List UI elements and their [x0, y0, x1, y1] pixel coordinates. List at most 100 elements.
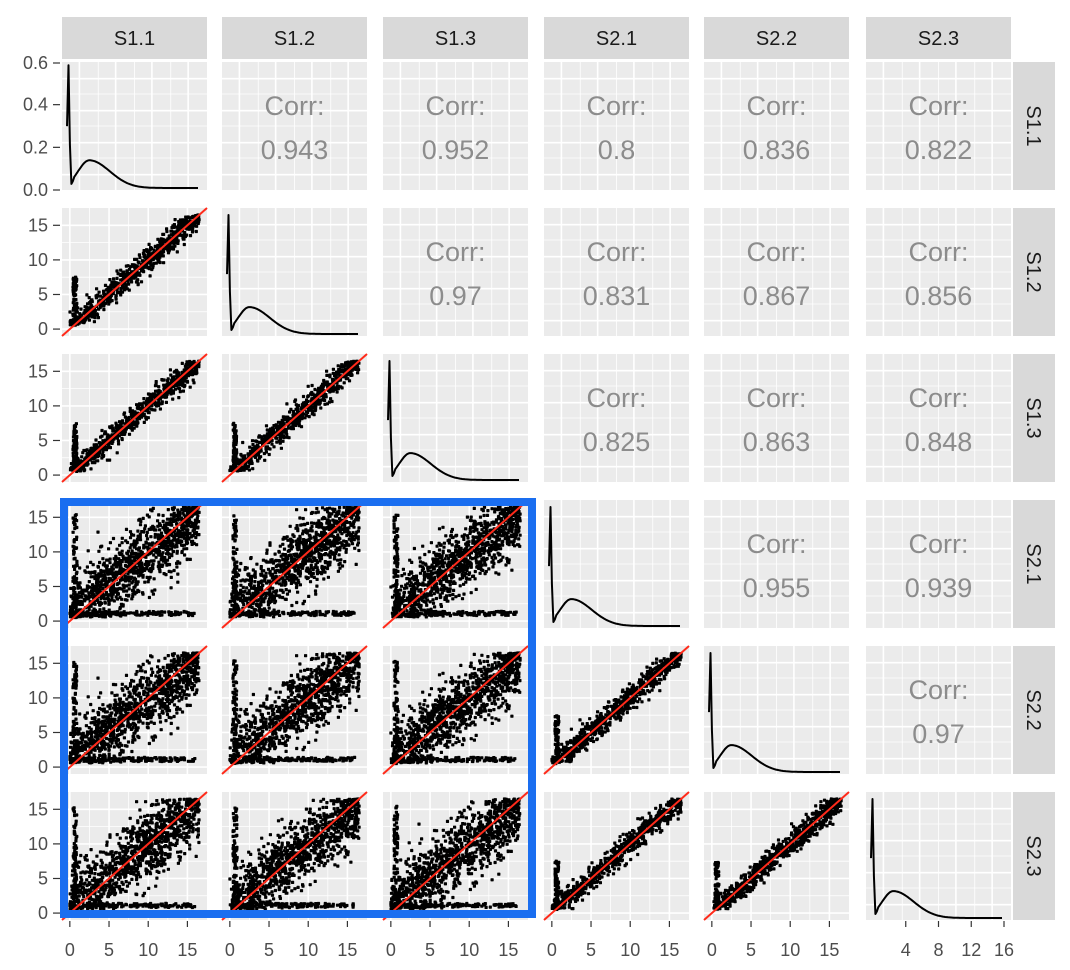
scatter-points [68, 797, 201, 911]
y-tick-label: 10 [28, 542, 48, 562]
corr-label: Corr: [909, 91, 969, 121]
panel-s1-1-s1-2: Corr: 0.943 [222, 62, 367, 190]
panel-s1-1-s1-3: Corr: 0.952 [383, 62, 528, 190]
panel-s2-1-s1-3 [382, 499, 529, 629]
reference-line [61, 207, 208, 337]
corr-value: 0.97 [429, 281, 482, 311]
density-curve [226, 214, 358, 335]
y-tick-label: 0.4 [23, 95, 48, 115]
corr-value: 0.863 [743, 427, 811, 457]
panel-s2-1-s2-3: Corr: 0.939 [866, 500, 1011, 628]
x-tick-label: 12 [961, 940, 981, 960]
reference-line [61, 499, 208, 629]
density-curve [870, 798, 1002, 919]
y-tick-label: 10 [28, 834, 48, 854]
corr-label: Corr: [587, 91, 647, 121]
panel-s2-3-s1-2 [221, 791, 368, 921]
panel-s2-2-s1-2 [221, 645, 368, 775]
strip-top-s2-3 [866, 17, 1011, 59]
corr-value: 0.8 [598, 135, 636, 165]
x-tick-label: 10 [298, 940, 318, 960]
y-tick-label: 0.2 [23, 137, 48, 157]
strip-top-label: S2.1 [596, 28, 637, 50]
x-tick-label: 16 [994, 940, 1014, 960]
panel-s1-3-s2-2: Corr: 0.863 [704, 354, 849, 482]
panel-s2-1-s2-2: Corr: 0.955 [704, 500, 849, 628]
x-tick-label: 5 [586, 940, 596, 960]
x-tick-label: 0 [65, 940, 75, 960]
panel-s1-2-s2-1: Corr: 0.831 [544, 208, 689, 336]
strip-top-s2-1 [544, 17, 689, 59]
strip-right-s1-1 [1013, 62, 1055, 190]
density-curve [548, 506, 680, 627]
reference-line [221, 353, 368, 483]
x-tick-label: 0 [386, 940, 396, 960]
panel-s1-1-s2-1: Corr: 0.8 [544, 62, 689, 190]
corr-value: 0.939 [905, 573, 973, 603]
strip-top-label: S2.3 [918, 28, 959, 50]
x-tick-label: 15 [659, 940, 679, 960]
corr-value: 0.955 [743, 573, 811, 603]
strip-top-s1-2 [222, 17, 367, 59]
x-tick-label: 4 [901, 940, 911, 960]
y-tick-label: 0 [38, 465, 48, 485]
x-tick-label: 15 [498, 940, 518, 960]
strip-right-label: S2.1 [1022, 543, 1044, 584]
panel-s2-1-s2-1 [544, 500, 689, 628]
corr-label: Corr: [747, 383, 807, 413]
y-tick-label: 5 [38, 868, 48, 888]
corr-label: Corr: [265, 91, 325, 121]
x-tick-label: 10 [138, 940, 158, 960]
x-tick-label: 5 [264, 940, 274, 960]
y-tick-label: 0 [38, 611, 48, 631]
corr-value: 0.867 [743, 281, 811, 311]
strip-right-s2-1 [1013, 500, 1055, 628]
panel-grid: Corr:0.943Corr:0.952Corr:0.8Corr:0.836Co… [61, 62, 1011, 921]
panel-s2-2-s1-3 [382, 645, 529, 775]
x-tick-label: 5 [104, 940, 114, 960]
strip-top-label: S1.2 [274, 28, 315, 50]
x-tick-label: 15 [819, 940, 839, 960]
y-tick-label: 10 [28, 250, 48, 270]
x-tick-label: 0 [225, 940, 235, 960]
top-strip-row: S1.1 S1.2 S1.3 S2.1 S2.2 S2.3 [62, 17, 1011, 59]
y-tick-label: 5 [38, 576, 48, 596]
reference-line [221, 791, 368, 921]
corr-label: Corr: [747, 91, 807, 121]
panel-s2-2-s2-3: Corr: 0.97 [866, 646, 1011, 774]
highlight-overlay [60, 498, 536, 918]
reference-line [543, 645, 690, 775]
panel-s2-2-s2-1 [543, 645, 690, 775]
corr-label: Corr: [587, 383, 647, 413]
strip-right-label: S1.3 [1022, 397, 1044, 438]
strip-top-s2-2 [704, 17, 849, 59]
x-tick-label: 5 [746, 940, 756, 960]
x-tick-label: 0 [707, 940, 717, 960]
x-tick-label: 0 [547, 940, 557, 960]
strip-right-label: S1.1 [1022, 105, 1044, 146]
y-tick-label: 15 [28, 361, 48, 381]
corr-label: Corr: [909, 383, 969, 413]
x-tick-label: 15 [337, 940, 357, 960]
y-tick-label: 0.6 [23, 53, 48, 73]
panel-s2-1-s1-2 [221, 499, 368, 629]
y-tick-label: 5 [38, 284, 48, 304]
panel-s1-3-s2-3: Corr: 0.848 [866, 354, 1011, 482]
x-axis-ticks: 0 5 10 15 0 5 10 15 0 5 10 15 0 5 10 15 0 5 10 15 4 8 12 16 [65, 921, 1014, 960]
panel-s2-3-s2-2 [703, 791, 850, 921]
panel-s1-2-s2-2: Corr: 0.867 [704, 208, 849, 336]
panel-s1-1-s2-2: Corr: 0.836 [704, 62, 849, 190]
panel-s2-2-s1-1 [61, 645, 208, 775]
y-tick-label: 10 [28, 688, 48, 708]
panel-s1-3-s2-1: Corr: 0.825 [544, 354, 689, 482]
y-tick-label: 0.0 [23, 180, 48, 200]
corr-label: Corr: [426, 91, 486, 121]
y-tick-label: 5 [38, 430, 48, 450]
scatter-points [68, 651, 201, 765]
x-tick-label: 15 [177, 940, 197, 960]
y-tick-label: 15 [28, 215, 48, 235]
y-tick-label: 0 [38, 319, 48, 339]
strip-right-label: S2.2 [1022, 689, 1044, 730]
corr-label: Corr: [909, 529, 969, 559]
